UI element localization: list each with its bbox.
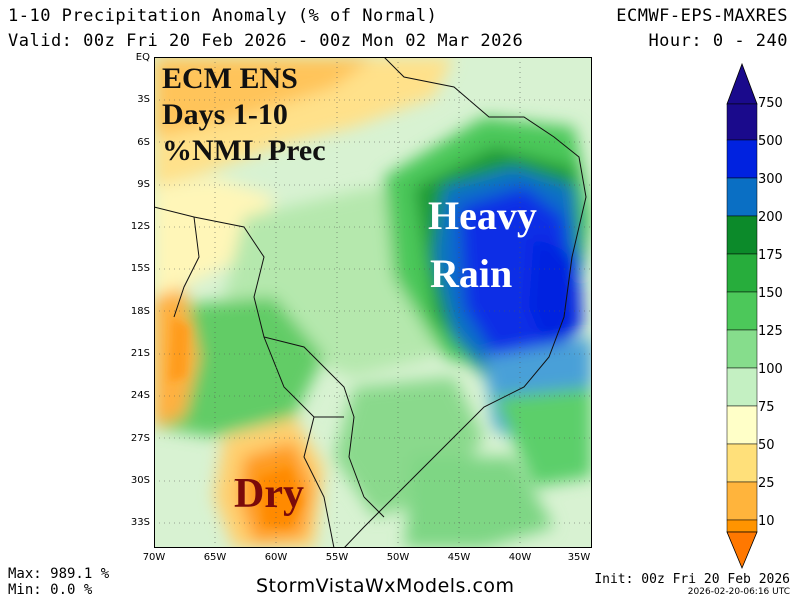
legend-swatch xyxy=(726,253,758,293)
site-watermark: StormVistaWxModels.com xyxy=(256,575,515,597)
legend-swatch xyxy=(726,329,758,369)
legend-label: 175 xyxy=(758,248,783,263)
init-time: Init: 00z Fri 20 Feb 2026 xyxy=(594,572,790,587)
legend-swatch xyxy=(726,443,758,483)
map-title: 1-10 Precipitation Anomaly (% of Normal) xyxy=(8,6,438,26)
generated-timestamp: 2026-02-20-06:16 UTC xyxy=(687,587,790,597)
legend-swatch xyxy=(726,481,758,521)
lat-label: 3S xyxy=(137,94,150,105)
legend-swatch xyxy=(726,139,758,179)
legend-top-triangle xyxy=(726,62,758,105)
legend-label: 125 xyxy=(758,324,783,339)
legend-label: 25 xyxy=(758,476,775,491)
rain-annotation: Rain xyxy=(430,251,513,296)
legend-label: 750 xyxy=(758,96,783,111)
forecast-hour-range: Hour: 0 - 240 xyxy=(648,31,788,51)
legend-swatch xyxy=(726,291,758,331)
color-scale-legend xyxy=(726,62,758,570)
legend-label: 100 xyxy=(758,362,783,377)
legend-label: 200 xyxy=(758,210,783,225)
legend-swatch xyxy=(726,103,758,141)
legend-label: 500 xyxy=(758,134,783,149)
lat-label: 33S xyxy=(130,517,150,528)
legend-swatch xyxy=(726,405,758,445)
lon-label: 70W xyxy=(142,552,166,563)
heavy-annotation: Heavy xyxy=(428,193,537,238)
lat-label: 6S xyxy=(137,137,150,148)
lat-label: 15S xyxy=(130,263,150,274)
legend-label: 10 xyxy=(758,514,775,529)
legend-swatch xyxy=(726,367,758,407)
overlay-model-label: ECM ENS xyxy=(162,62,298,95)
lat-label: 9S xyxy=(137,179,150,190)
min-value: Min: 0.0 % xyxy=(8,582,93,598)
model-name: ECMWF-EPS-MAXRES xyxy=(616,6,788,26)
lat-label: 12S xyxy=(130,221,150,232)
legend-swatch xyxy=(726,519,758,533)
overlay-days-label: Days 1-10 xyxy=(162,98,288,131)
valid-period: Valid: 00z Fri 20 Feb 2026 - 00z Mon 02 … xyxy=(8,31,524,51)
legend-swatch xyxy=(726,177,758,217)
lat-label: 18S xyxy=(130,306,150,317)
overlay-field-label: %NML Prec xyxy=(162,134,326,167)
lon-label: 60W xyxy=(264,552,288,563)
legend-label: 150 xyxy=(758,286,783,301)
lon-label: 40W xyxy=(508,552,532,563)
dry-annotation: Dry xyxy=(234,471,304,517)
lat-label: 30S xyxy=(130,475,150,486)
legend-swatch xyxy=(726,215,758,255)
lon-label: 35W xyxy=(567,552,591,563)
lon-label: 65W xyxy=(203,552,227,563)
lat-label: 27S xyxy=(130,433,150,444)
legend-label: 75 xyxy=(758,400,775,415)
precipitation-anomaly-map xyxy=(154,57,592,548)
lon-label: 55W xyxy=(325,552,349,563)
lon-label: 50W xyxy=(386,552,410,563)
legend-label: 300 xyxy=(758,172,783,187)
legend-bottom-triangle xyxy=(726,531,758,570)
lat-label: EQ xyxy=(135,52,150,63)
lat-label: 21S xyxy=(130,348,150,359)
lon-label: 45W xyxy=(447,552,471,563)
max-value: Max: 989.1 % xyxy=(8,566,110,582)
lat-label: 24S xyxy=(130,390,150,401)
legend-label: 50 xyxy=(758,438,775,453)
